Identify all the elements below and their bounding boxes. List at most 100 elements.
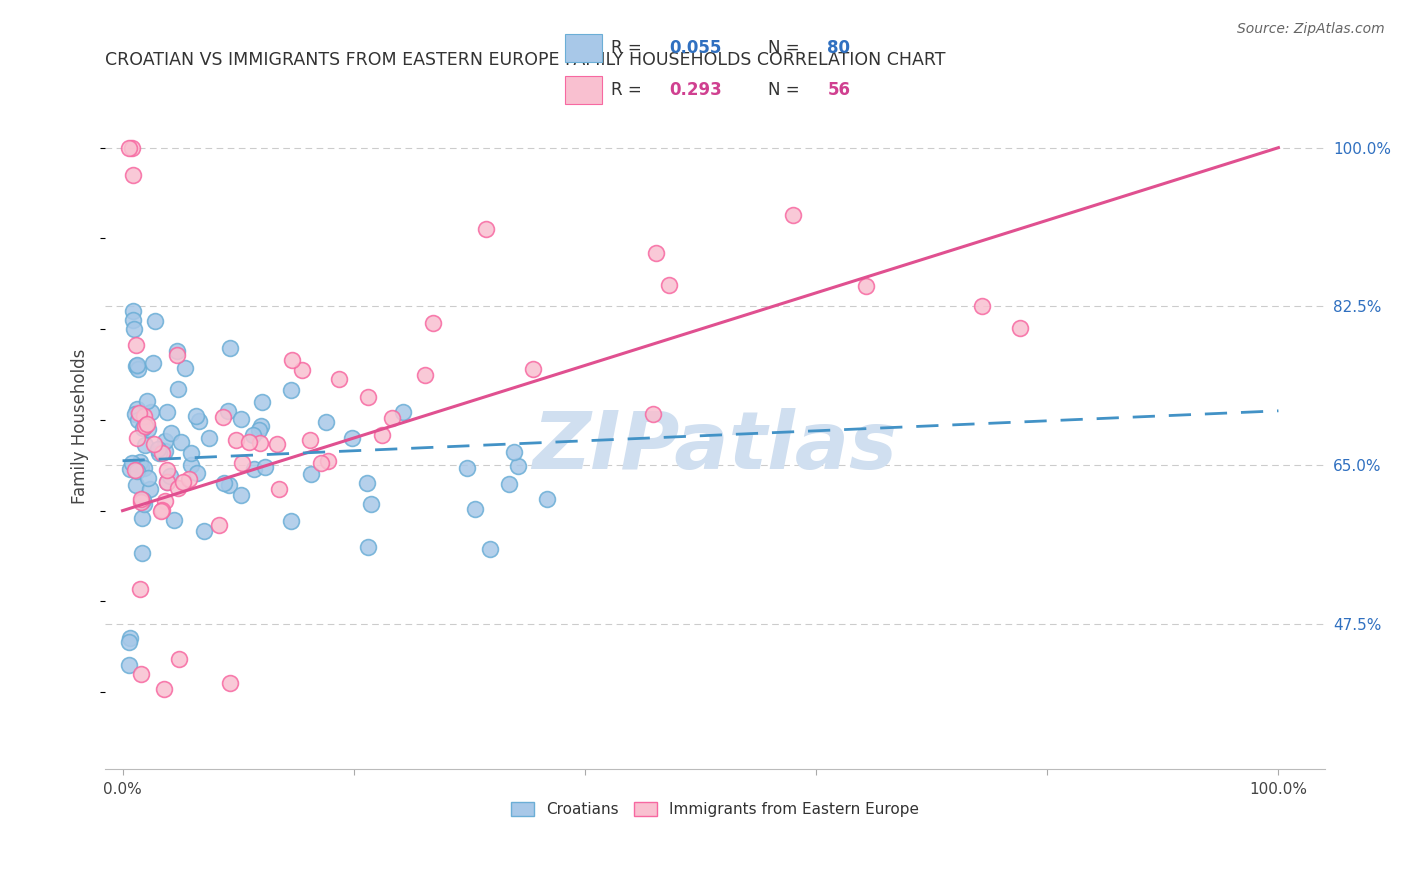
Point — [127, 413, 149, 427]
Point — [156, 475, 179, 490]
Text: CROATIAN VS IMMIGRANTS FROM EASTERN EUROPE FAMILY HOUSEHOLDS CORRELATION CHART: CROATIAN VS IMMIGRANTS FROM EASTERN EURO… — [105, 51, 946, 69]
Point — [357, 391, 380, 405]
Point — [125, 478, 148, 492]
Point — [153, 681, 176, 696]
Point — [122, 322, 145, 336]
Point — [266, 437, 288, 451]
Point — [156, 475, 179, 490]
Point — [159, 469, 181, 483]
Point — [134, 409, 156, 423]
Point — [172, 475, 194, 489]
Point — [242, 427, 264, 442]
Point — [132, 421, 155, 435]
Point — [212, 409, 235, 424]
Point — [392, 405, 415, 419]
Point — [127, 362, 149, 376]
Bar — [565, 76, 602, 103]
Point — [166, 344, 188, 359]
Point — [125, 358, 148, 372]
Point — [225, 434, 247, 448]
Point — [193, 524, 215, 538]
Point — [522, 362, 544, 376]
Point — [184, 409, 207, 424]
Point — [166, 348, 188, 362]
Point — [291, 363, 314, 377]
Point — [160, 425, 183, 440]
Point — [174, 360, 197, 375]
Point — [253, 459, 276, 474]
Point — [645, 246, 668, 260]
Y-axis label: Family Households: Family Households — [72, 349, 89, 504]
Text: 0.055: 0.055 — [669, 39, 721, 57]
Point — [124, 407, 146, 421]
Point — [188, 414, 211, 428]
Point — [153, 493, 176, 508]
Point — [129, 460, 152, 475]
Point — [238, 435, 260, 450]
Text: Source: ZipAtlas.com: Source: ZipAtlas.com — [1237, 22, 1385, 37]
Point — [125, 464, 148, 478]
Point — [280, 515, 302, 529]
Point — [972, 300, 994, 314]
Point — [131, 667, 153, 681]
Point — [148, 442, 170, 456]
Point — [125, 338, 148, 352]
Point — [311, 456, 333, 470]
Point — [506, 458, 529, 473]
Point — [132, 497, 155, 511]
Point — [167, 652, 190, 666]
Point — [150, 503, 173, 517]
Point — [422, 316, 444, 330]
Point — [134, 418, 156, 433]
Point — [252, 394, 274, 409]
Point — [498, 476, 520, 491]
Point — [299, 467, 322, 481]
Point — [163, 513, 186, 527]
Point — [218, 341, 240, 355]
Point — [153, 434, 176, 448]
Point — [371, 427, 394, 442]
Point — [315, 415, 337, 429]
Point — [150, 446, 173, 460]
Point — [118, 635, 141, 649]
Point — [118, 631, 141, 645]
Point — [132, 493, 155, 508]
Point — [122, 304, 145, 318]
Point — [318, 454, 340, 468]
Point — [124, 463, 146, 477]
Point — [475, 222, 498, 236]
Point — [118, 657, 141, 672]
Point — [129, 495, 152, 509]
Point — [658, 278, 681, 293]
Point — [212, 475, 235, 490]
Point — [153, 443, 176, 458]
Point — [136, 470, 159, 484]
Point — [136, 422, 159, 436]
Point — [131, 511, 153, 525]
Point — [502, 445, 524, 459]
Point — [280, 353, 302, 368]
Point — [231, 456, 253, 470]
Point — [128, 406, 150, 420]
Point — [342, 431, 364, 445]
Point — [479, 541, 502, 556]
Point — [134, 461, 156, 475]
Point — [218, 676, 240, 690]
Point — [1008, 321, 1031, 335]
Point — [641, 407, 664, 421]
Point — [129, 455, 152, 469]
Point — [150, 504, 173, 518]
Point — [138, 482, 160, 496]
Point — [381, 411, 404, 425]
Point — [118, 461, 141, 475]
Text: ZIPatlas: ZIPatlas — [533, 409, 897, 486]
Point — [156, 463, 179, 477]
Point — [229, 488, 252, 502]
Point — [134, 437, 156, 451]
Point — [125, 402, 148, 417]
Bar — [565, 35, 602, 62]
Point — [298, 434, 321, 448]
Point — [456, 461, 478, 475]
Point — [121, 456, 143, 470]
Point — [122, 168, 145, 182]
